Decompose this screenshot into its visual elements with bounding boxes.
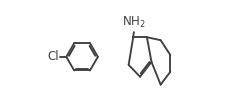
Text: NH$_2$: NH$_2$	[122, 15, 146, 30]
Text: Cl: Cl	[48, 50, 59, 63]
